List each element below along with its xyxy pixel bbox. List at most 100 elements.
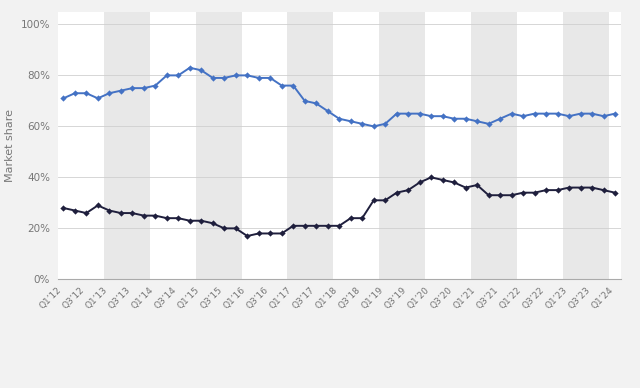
Intel: [358, 121, 366, 126]
Bar: [563, 12, 609, 279]
Bar: [472, 12, 517, 279]
AMD: [428, 175, 435, 180]
Intel: [484, 121, 492, 126]
AMD: [531, 191, 538, 195]
Intel: [565, 114, 573, 118]
AMD: [255, 231, 262, 236]
Bar: [609, 12, 640, 279]
AMD: [588, 185, 596, 190]
Intel: [381, 121, 389, 126]
AMD: [152, 213, 159, 218]
Y-axis label: Market share: Market share: [5, 109, 15, 182]
Intel: [335, 116, 343, 121]
Intel: [255, 76, 262, 80]
Intel: [94, 96, 102, 100]
Intel: [140, 86, 148, 90]
AMD: [106, 208, 113, 213]
AMD: [83, 211, 90, 215]
Intel: [451, 116, 458, 121]
AMD: [416, 180, 424, 185]
AMD: [301, 223, 308, 228]
AMD: [404, 188, 412, 192]
AMD: [197, 218, 205, 223]
AMD: [266, 231, 274, 236]
AMD: [462, 185, 470, 190]
Intel: [106, 91, 113, 95]
Bar: [517, 12, 563, 279]
AMD: [140, 213, 148, 218]
AMD: [232, 226, 239, 231]
AMD: [565, 185, 573, 190]
AMD: [186, 218, 194, 223]
Intel: [220, 76, 228, 80]
AMD: [358, 216, 366, 220]
Bar: [287, 12, 333, 279]
AMD: [393, 191, 401, 195]
Intel: [117, 88, 125, 93]
AMD: [163, 216, 171, 220]
AMD: [519, 191, 527, 195]
Intel: [152, 83, 159, 88]
AMD: [600, 188, 607, 192]
AMD: [71, 208, 79, 213]
Bar: [196, 12, 241, 279]
Intel: [324, 109, 332, 113]
Line: Intel: Intel: [61, 66, 617, 128]
AMD: [243, 234, 251, 238]
AMD: [484, 193, 492, 197]
Intel: [393, 111, 401, 116]
AMD: [508, 193, 515, 197]
Intel: [209, 76, 216, 80]
Intel: [474, 119, 481, 124]
AMD: [278, 231, 285, 236]
AMD: [439, 178, 447, 182]
Intel: [60, 96, 67, 100]
Line: AMD: AMD: [61, 175, 617, 238]
Intel: [370, 124, 378, 129]
Intel: [289, 83, 297, 88]
Intel: [83, 91, 90, 95]
Intel: [278, 83, 285, 88]
AMD: [175, 216, 182, 220]
Intel: [243, 73, 251, 78]
Intel: [266, 76, 274, 80]
AMD: [611, 191, 619, 195]
AMD: [94, 203, 102, 208]
Intel: [439, 114, 447, 118]
Bar: [426, 12, 472, 279]
Bar: [241, 12, 287, 279]
Intel: [347, 119, 355, 124]
AMD: [209, 221, 216, 225]
Intel: [588, 111, 596, 116]
Intel: [197, 68, 205, 73]
Intel: [462, 116, 470, 121]
AMD: [577, 185, 584, 190]
Intel: [186, 66, 194, 70]
Intel: [416, 111, 424, 116]
Intel: [611, 111, 619, 116]
AMD: [220, 226, 228, 231]
AMD: [370, 198, 378, 203]
AMD: [474, 183, 481, 187]
Intel: [519, 114, 527, 118]
Intel: [129, 86, 136, 90]
Bar: [333, 12, 380, 279]
Bar: [150, 12, 196, 279]
Intel: [554, 111, 561, 116]
Intel: [404, 111, 412, 116]
Intel: [600, 114, 607, 118]
AMD: [451, 180, 458, 185]
AMD: [312, 223, 320, 228]
Bar: [58, 12, 104, 279]
Intel: [496, 116, 504, 121]
AMD: [496, 193, 504, 197]
Intel: [531, 111, 538, 116]
AMD: [289, 223, 297, 228]
Intel: [428, 114, 435, 118]
AMD: [335, 223, 343, 228]
Intel: [175, 73, 182, 78]
AMD: [117, 211, 125, 215]
AMD: [381, 198, 389, 203]
Intel: [542, 111, 550, 116]
Bar: [380, 12, 426, 279]
